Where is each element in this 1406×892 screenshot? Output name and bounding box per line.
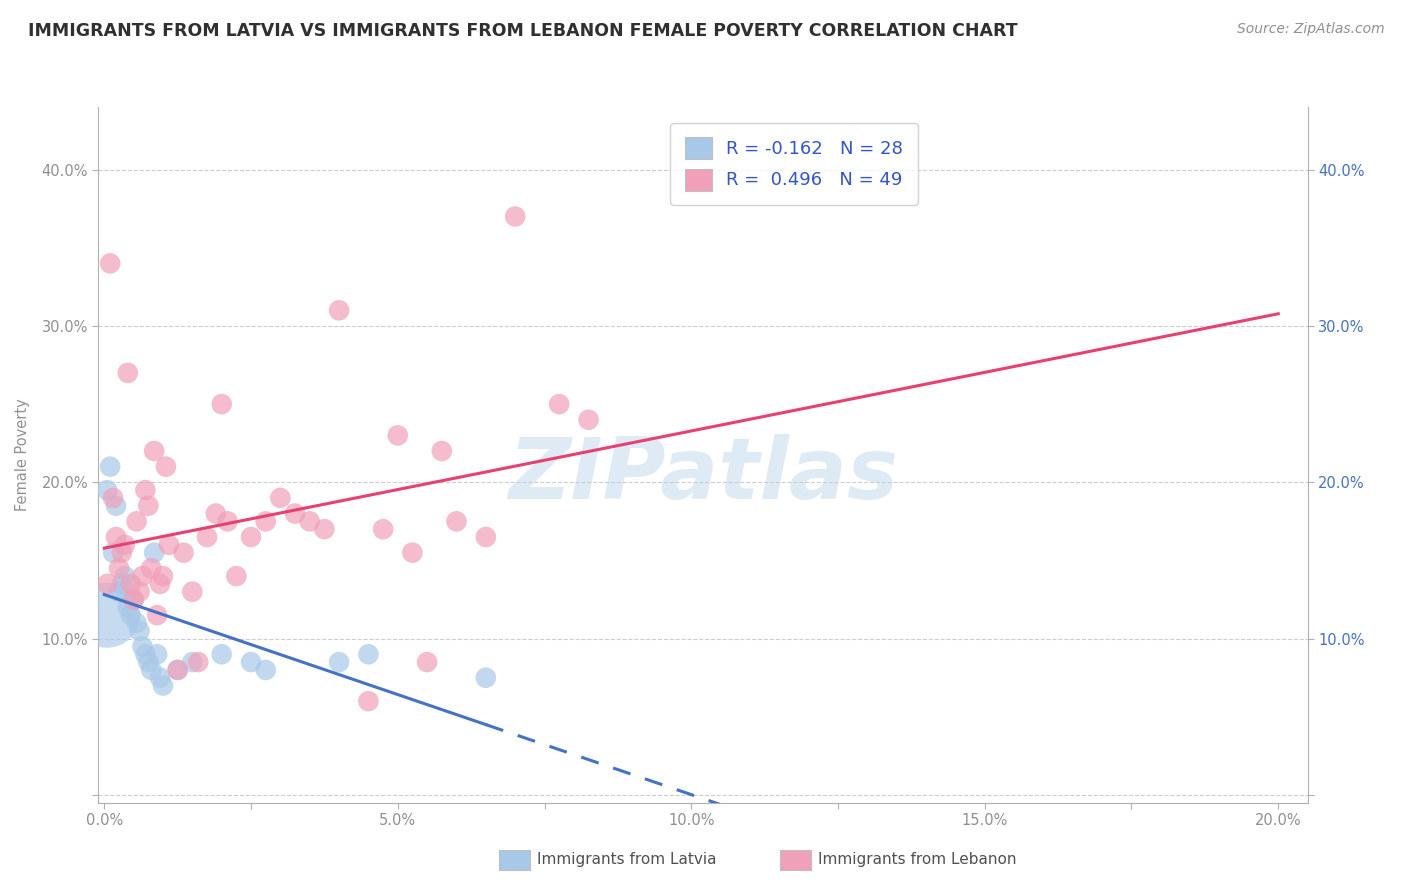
Point [157,538,180,552]
Point [96,483,118,497]
Point [136,499,159,513]
Point [187,655,209,669]
Point [314,522,336,536]
Point [181,655,204,669]
Point [211,397,233,411]
Point [578,413,600,427]
Point [298,514,321,528]
Point [146,608,169,623]
Point [195,530,218,544]
Point [125,615,148,630]
Point [225,569,247,583]
Point [128,624,150,638]
Point [96,577,118,591]
Point [328,303,350,318]
Point [114,538,136,552]
Point [155,459,177,474]
Point [131,640,153,654]
Point [240,530,263,544]
Text: Immigrants from Latvia: Immigrants from Latvia [537,853,717,867]
Point [475,671,498,685]
Text: Source: ZipAtlas.com: Source: ZipAtlas.com [1237,22,1385,37]
Point [141,561,163,575]
Point [111,546,134,560]
Point [108,561,131,575]
Point [117,600,139,615]
Point [254,514,277,528]
Legend: R = -0.162   N = 28, R =  0.496   N = 49: R = -0.162 N = 28, R = 0.496 N = 49 [671,123,918,205]
Point [446,514,468,528]
Point [416,655,439,669]
Point [181,584,204,599]
Point [548,397,571,411]
Point [101,546,124,560]
Point [149,671,172,685]
Point [475,530,498,544]
Point [136,655,159,669]
Point [173,546,195,560]
Point [98,459,121,474]
Point [122,592,145,607]
Point [125,514,148,528]
Point [357,647,380,661]
Point [105,530,128,544]
Point [117,366,139,380]
Point [152,569,174,583]
Point [149,577,172,591]
Point [357,694,380,708]
Point [401,546,423,560]
Point [211,647,233,661]
Point [141,663,163,677]
Point [101,491,124,505]
Point [143,444,166,458]
Point [371,522,394,536]
Point [96,608,118,623]
Point [131,569,153,583]
Point [120,608,142,623]
Point [166,663,188,677]
Point [146,647,169,661]
Point [134,483,156,497]
Point [387,428,409,442]
Text: ZIPatlas: ZIPatlas [508,434,898,517]
Point [122,592,145,607]
Point [269,491,291,505]
Point [166,663,188,677]
Point [105,499,128,513]
Point [254,663,277,677]
Text: IMMIGRANTS FROM LATVIA VS IMMIGRANTS FROM LEBANON FEMALE POVERTY CORRELATION CHA: IMMIGRANTS FROM LATVIA VS IMMIGRANTS FRO… [28,22,1018,40]
Point [430,444,453,458]
Point [152,679,174,693]
Point [98,256,121,270]
Point [328,655,350,669]
Point [503,210,526,224]
Point [240,655,263,669]
Point [143,546,166,560]
Point [204,507,226,521]
Point [284,507,307,521]
Point [134,647,156,661]
Point [120,577,142,591]
Point [108,584,131,599]
Y-axis label: Female Poverty: Female Poverty [15,399,31,511]
Point [114,569,136,583]
Point [217,514,239,528]
Point [111,577,134,591]
Text: Immigrants from Lebanon: Immigrants from Lebanon [818,853,1017,867]
Point [128,584,150,599]
